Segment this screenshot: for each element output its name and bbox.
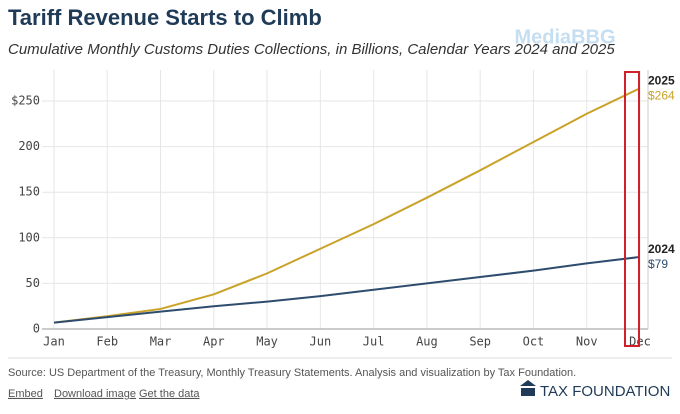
series-label: 2025	[648, 73, 675, 87]
x-tick-label: Nov	[576, 335, 598, 349]
line	[53, 87, 641, 324]
y-tick-label: 150	[18, 185, 40, 199]
chart-subtitle: Cumulative Monthly Customs Duties Collec…	[8, 41, 615, 58]
x-tick-label: Aug	[416, 335, 438, 349]
x-tick-label: Feb	[96, 335, 118, 349]
logo-icon	[520, 380, 536, 396]
y-tick-label: 200	[18, 139, 40, 153]
x-tick-label: Oct	[523, 335, 545, 349]
watermark: MediaBBG	[514, 26, 615, 48]
link[interactable]: Get the data	[139, 388, 200, 400]
x-tick-label: Sep	[469, 335, 491, 349]
source: Source: US Department of the Treasury, M…	[8, 367, 576, 379]
link[interactable]: Download image	[54, 388, 136, 400]
link[interactable]: Embed	[8, 388, 43, 400]
series-label: 2024	[648, 242, 675, 256]
plot-area: Jan Feb Mar Apr May Jun Jul Aug Sep Oct Nov Dec0501…	[11, 70, 675, 349]
x-tick-label: Mar	[150, 335, 172, 349]
x-tick-label: Jul	[363, 335, 385, 349]
y-tick-label: 100	[18, 230, 40, 244]
x-tick-label: Apr	[203, 335, 225, 349]
logo: TAX FOUNDATION	[540, 383, 670, 400]
x-tick-label: May	[256, 335, 278, 349]
y-tick-label: 50	[26, 276, 40, 290]
value-label: $79	[648, 257, 668, 271]
y-tick-label: $250	[11, 94, 40, 108]
x-tick-label: Jan	[43, 335, 65, 349]
chart-title: Tariff Revenue Starts to Climb	[8, 5, 322, 30]
y-tick-label: 0	[33, 322, 40, 336]
highlight-box	[624, 71, 640, 347]
value-label: $264	[648, 88, 675, 102]
line	[53, 255, 641, 324]
x-tick-label: Jun	[310, 335, 332, 349]
